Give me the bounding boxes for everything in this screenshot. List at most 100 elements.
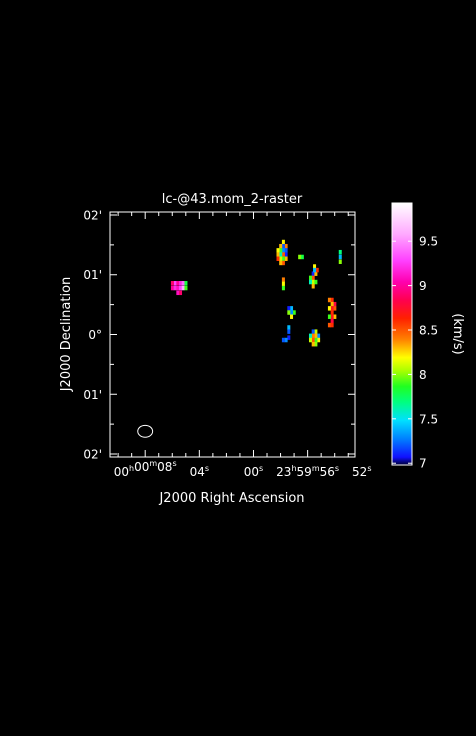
data-pixel <box>290 306 294 311</box>
data-pixel <box>317 333 321 339</box>
beam-ellipse <box>137 424 154 438</box>
data-pixel <box>281 243 285 249</box>
data-pixel <box>284 252 288 257</box>
data-pixel <box>333 301 337 307</box>
data-pixel <box>170 285 174 291</box>
data-pixel <box>281 277 285 282</box>
data-pixel <box>276 256 280 261</box>
data-pixel <box>284 337 288 343</box>
data-pixel <box>314 329 318 334</box>
colorbar-ticks: 7 7.5 8 8.5 9 9.5 <box>392 235 438 471</box>
data-pixel <box>333 314 337 319</box>
data-pixel <box>313 264 317 269</box>
data-pixel <box>281 256 285 261</box>
data-pixel <box>311 275 315 281</box>
data-pixel <box>176 285 180 291</box>
data-pixel <box>184 281 188 286</box>
data-pixel <box>338 259 342 264</box>
colorbar-label: (km/s) <box>450 313 465 355</box>
data-pixel <box>179 281 183 286</box>
y-tick-label: 01' <box>83 268 102 282</box>
data-pixel <box>290 310 294 315</box>
data-pixel <box>308 275 312 281</box>
colorbar-tick-label: 9.5 <box>419 235 438 249</box>
data-pixel <box>311 329 315 334</box>
data-pixel <box>173 281 177 286</box>
colorbar-tick-label: 7.5 <box>419 412 438 426</box>
data-pixel <box>290 314 294 319</box>
data-pixel <box>276 248 280 253</box>
x-tick-label: 52s <box>352 464 371 479</box>
data-pixel <box>330 297 334 303</box>
colorbar-tick-label: 7 <box>419 457 427 471</box>
data-pixel <box>284 248 288 253</box>
data-pixel <box>281 252 285 257</box>
beam-marker-layer <box>137 424 154 438</box>
data-pixel <box>330 322 334 328</box>
data-pixel <box>330 301 334 307</box>
data-pixel <box>281 260 285 266</box>
data-pixel <box>308 279 312 285</box>
data-pixel <box>279 248 283 253</box>
x-axis-label: J2000 Right Ascension <box>158 491 304 506</box>
data-pixel <box>311 333 315 339</box>
data-pixel <box>184 285 188 291</box>
data-pixel <box>281 285 285 291</box>
data-pixel <box>287 329 291 334</box>
data-pixel <box>281 248 285 253</box>
x-tick-label: 00h00m08s <box>114 459 177 479</box>
data-pixel <box>181 281 185 286</box>
chart-title: lc-@43.mom_2-raster <box>162 192 303 207</box>
data-pixel <box>311 284 315 289</box>
x-tick-label: 23h59m56s <box>276 464 339 479</box>
data-pixel <box>317 337 321 343</box>
data-pixel <box>279 260 283 266</box>
data-pixel <box>327 297 331 303</box>
y-axis-label: J2000 Declination <box>59 277 74 393</box>
data-pixel <box>311 279 315 285</box>
y-axis-ticks <box>110 214 355 455</box>
data-pixel-layer <box>170 239 342 347</box>
data-pixel <box>176 281 180 286</box>
data-pixel <box>327 314 331 319</box>
data-pixel <box>314 279 318 285</box>
data-pixel <box>311 271 315 276</box>
data-pixel <box>314 341 318 347</box>
y-tick-label: 02' <box>83 208 102 222</box>
data-pixel <box>284 243 288 249</box>
data-pixel <box>314 271 318 276</box>
colorbar-tick-label: 8 <box>419 368 427 382</box>
data-pixel <box>315 267 319 273</box>
data-pixel <box>281 281 285 287</box>
data-pixel <box>279 252 283 257</box>
data-pixel <box>276 252 280 257</box>
data-pixel <box>281 239 285 245</box>
data-pixel <box>170 281 174 286</box>
data-pixel <box>313 267 317 273</box>
x-tick-label: 00s <box>244 464 263 479</box>
data-pixel <box>279 243 283 249</box>
colorbar-tick-label: 9 <box>419 279 427 293</box>
y-tick-label: 01' <box>83 388 102 402</box>
data-pixel <box>333 306 337 311</box>
data-pixel <box>311 337 315 343</box>
colorbar-tick-label: 8.5 <box>419 324 438 338</box>
x-tick-label: 04s <box>190 464 209 479</box>
data-pixel <box>330 314 334 319</box>
data-pixel <box>181 285 185 291</box>
data-pixel <box>287 306 291 311</box>
x-axis-ticks <box>117 212 349 457</box>
data-pixel <box>173 285 177 291</box>
y-tick-label: 02' <box>83 448 102 462</box>
x-axis-tick-labels: 00h00m08s 04s 00s 23h59m56s 52s <box>114 459 372 479</box>
data-pixel <box>281 337 285 343</box>
y-tick-label: 0° <box>88 328 102 342</box>
data-pixel <box>287 335 291 340</box>
data-pixel <box>292 310 296 315</box>
data-pixel <box>308 337 312 343</box>
data-pixel <box>314 333 318 339</box>
data-pixel <box>327 306 331 311</box>
data-pixel <box>287 310 291 315</box>
data-pixel <box>327 322 331 328</box>
